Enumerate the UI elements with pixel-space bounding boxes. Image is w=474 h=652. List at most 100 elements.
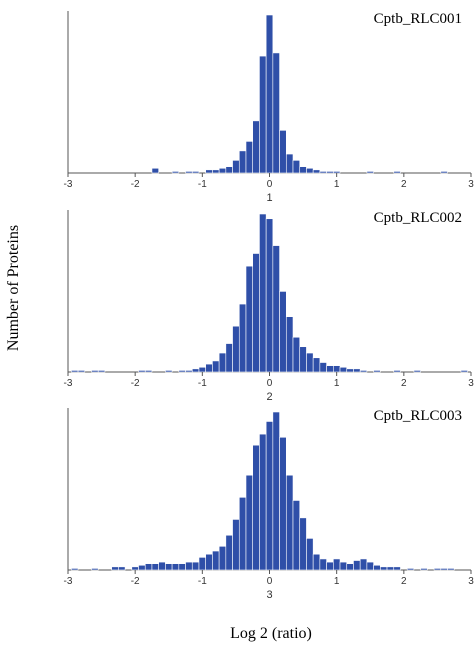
- histogram-bar: [299, 166, 307, 174]
- histogram-bar: [252, 253, 260, 373]
- x-tick-label: 1: [334, 576, 340, 587]
- panel-title: Cptb_RLC002: [374, 210, 462, 226]
- histogram-bar: [238, 497, 247, 571]
- histogram-bar: [165, 370, 173, 373]
- histogram-bar: [171, 171, 180, 174]
- histogram-bar: [319, 362, 327, 373]
- x-tick-label: 1: [334, 378, 340, 389]
- histogram-bar: [191, 368, 200, 373]
- histogram-panel-3: -3 -2 -1 0 1 2 3 3 Cptb_RLC003: [64, 408, 474, 601]
- histogram-bar: [238, 150, 247, 174]
- histogram-bar: [413, 370, 421, 373]
- histogram-bar: [312, 553, 321, 571]
- histogram-bar: [359, 370, 368, 373]
- histogram-bar: [232, 160, 240, 174]
- x-tick-label: 0: [267, 576, 273, 587]
- histogram-bar: [97, 370, 106, 373]
- x-tick-label: 3: [468, 576, 474, 587]
- panel-number-label: 2: [266, 391, 272, 403]
- histogram-bar: [339, 561, 348, 571]
- x-tick-label: -3: [64, 378, 73, 389]
- histogram-bar: [272, 52, 280, 174]
- histogram-bar: [111, 566, 119, 571]
- histogram-bar: [232, 325, 240, 373]
- histogram-bar: [420, 568, 428, 571]
- histogram-bar: [232, 519, 240, 571]
- histogram-bar: [245, 265, 254, 373]
- histogram-bar: [265, 218, 274, 373]
- histogram-bar: [373, 370, 381, 373]
- histogram-bar: [205, 363, 213, 373]
- histogram-bar: [306, 167, 314, 174]
- histogram-bar: [353, 368, 361, 373]
- histogram-bar: [333, 171, 341, 174]
- histogram-bar: [77, 370, 86, 373]
- x-tick-label: 0: [267, 179, 273, 190]
- histogram-panels: -3 -2 -1 0 1 2 3 1 Cptb_RLC001 -3 -2 -1 0 1 2 3 2 Cptb_RL…: [64, 11, 474, 601]
- histogram-bar: [225, 343, 233, 373]
- histogram-bar: [151, 167, 159, 174]
- histogram-bar: [460, 370, 468, 373]
- histogram-bar: [151, 563, 159, 571]
- x-tick-label: -1: [198, 378, 207, 389]
- histogram-bar: [212, 550, 220, 571]
- histogram-bar: [272, 411, 280, 571]
- histogram-bar: [292, 160, 301, 174]
- histogram-bar: [393, 171, 401, 174]
- histogram-bar: [299, 346, 307, 373]
- x-tick-label: -3: [64, 576, 73, 587]
- histogram-bar: [366, 561, 374, 571]
- histogram-bar: [292, 500, 301, 571]
- histogram-bar: [312, 169, 321, 174]
- x-tick-label: -2: [131, 378, 140, 389]
- x-tick-label: 0: [267, 378, 273, 389]
- histogram-panel-1: -3 -2 -1 0 1 2 3 1 Cptb_RLC001: [64, 11, 474, 204]
- histogram-bar: [285, 153, 294, 174]
- histogram-bar: [165, 563, 173, 571]
- histogram-bar: [178, 370, 186, 373]
- histogram-bar: [359, 558, 368, 571]
- histogram-bar: [306, 538, 314, 571]
- histogram-bar: [393, 370, 401, 373]
- histogram-bar: [440, 171, 448, 174]
- histogram-bar: [306, 352, 314, 373]
- histogram-bar: [212, 360, 220, 373]
- histogram-bar: [279, 291, 287, 373]
- histogram-bar: [252, 444, 260, 571]
- x-tick-label: -1: [198, 179, 207, 190]
- x-tick-label: -1: [198, 576, 207, 587]
- histogram-bar: [259, 433, 267, 571]
- x-axis-title: Log 2 (ratio): [230, 625, 312, 642]
- histogram-bar: [285, 474, 294, 571]
- x-tick-label: -3: [64, 179, 73, 190]
- histogram-panel-2: -3 -2 -1 0 1 2 3 2 Cptb_RLC002: [64, 210, 474, 403]
- histogram-bar: [433, 568, 442, 571]
- x-tick-label: 3: [468, 378, 474, 389]
- histogram-bar: [312, 357, 321, 373]
- histogram-bar: [138, 370, 146, 373]
- histogram-bar: [265, 14, 274, 174]
- histogram-bar: [185, 171, 193, 174]
- histogram-bar: [212, 169, 220, 174]
- histogram-bar: [265, 421, 274, 571]
- histogram-bar: [185, 561, 193, 571]
- histogram-bar: [333, 558, 341, 571]
- histogram-bar: [191, 561, 200, 571]
- histogram-bar: [326, 171, 334, 174]
- histogram-bar: [259, 55, 267, 174]
- histogram-bar: [339, 366, 348, 373]
- histogram-bar: [118, 566, 126, 571]
- histogram-bar: [171, 563, 180, 571]
- histogram-bar: [238, 303, 247, 373]
- histogram-bar: [292, 336, 301, 373]
- histogram-bar: [319, 558, 327, 571]
- histogram-bar: [373, 564, 381, 571]
- y-axis-title: Number of Proteins: [5, 225, 22, 351]
- histogram-bar: [144, 563, 153, 571]
- histogram-bar: [138, 564, 146, 571]
- histogram-bar: [91, 568, 99, 571]
- histogram-bar: [218, 545, 227, 571]
- x-tick-label: 2: [401, 576, 407, 587]
- histogram-bar: [245, 141, 254, 174]
